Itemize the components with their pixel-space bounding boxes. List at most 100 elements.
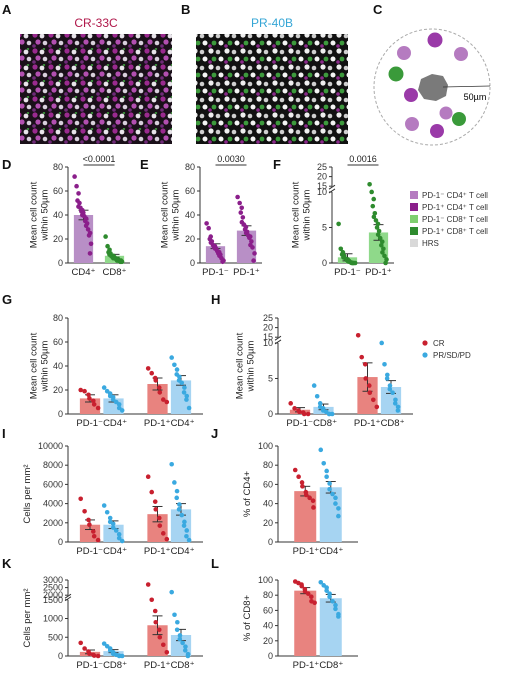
- bar: [294, 590, 317, 656]
- y-tick-label: 60: [185, 186, 195, 196]
- data-point: [382, 253, 387, 259]
- data-point: [119, 408, 125, 413]
- data-point: [383, 260, 388, 266]
- data-point: [252, 251, 257, 256]
- data-point: [182, 648, 188, 653]
- y-tick-label: 20: [317, 172, 327, 182]
- data-point: [87, 251, 93, 256]
- legend-label: CR: [433, 339, 445, 348]
- legend-swatch: [410, 203, 418, 211]
- data-point: [297, 409, 302, 415]
- data-point: [91, 529, 96, 534]
- y-tick-label: 25: [263, 313, 273, 323]
- data-point: [336, 506, 341, 511]
- data-point: [366, 383, 372, 388]
- data-point: [87, 396, 92, 401]
- hrs-cell-icon: [418, 74, 448, 101]
- data-point: [174, 627, 180, 633]
- data-point: [118, 259, 124, 265]
- data-point: [184, 397, 189, 402]
- data-point: [91, 402, 97, 407]
- y-tick-label: 40: [263, 499, 273, 509]
- data-point: [336, 614, 341, 619]
- data-point: [85, 227, 91, 232]
- data-point: [169, 461, 174, 467]
- data-point: [220, 259, 225, 265]
- y-tick-label: 20: [263, 323, 273, 333]
- data-point: [179, 380, 185, 386]
- data-point: [95, 653, 101, 659]
- data-point: [181, 523, 187, 528]
- data-point: [303, 492, 309, 498]
- y-tick-label: 0: [58, 651, 63, 661]
- y-axis-label: Mean cell count: [291, 181, 302, 248]
- data-point: [179, 512, 185, 518]
- y-tick-label: 1000: [43, 614, 63, 624]
- data-point: [176, 507, 182, 512]
- y-tick-label: 1500: [43, 595, 63, 605]
- data-point: [186, 537, 192, 543]
- data-point: [184, 528, 190, 533]
- p-value: 0.0030: [217, 154, 245, 164]
- data-point: [367, 390, 373, 395]
- data-point: [379, 242, 384, 248]
- legends: PD-1⁻ CD4⁺ T cell PD-1⁺ CD4⁺ T cell PD-1⁻ …: [410, 191, 488, 360]
- data-point: [164, 536, 170, 542]
- data-point: [160, 397, 166, 402]
- cell-cd4-neg-icon: [397, 46, 411, 60]
- legend-swatch: [410, 227, 418, 235]
- cell-cd4-neg-icon: [405, 117, 419, 131]
- x-tick-label: PD-1⁺CD8⁺: [144, 660, 195, 671]
- data-point: [333, 606, 338, 612]
- cell-cd4-pos-icon: [404, 88, 418, 102]
- data-point: [184, 393, 190, 399]
- chart-j: J 0 20 40 60 80 100 % of CD4+ PD-1⁺CD4⁺: [211, 426, 358, 557]
- data-point: [95, 405, 101, 411]
- data-point: [180, 640, 185, 646]
- bar: [319, 487, 342, 542]
- data-point: [374, 404, 380, 410]
- data-point: [329, 411, 335, 417]
- data-point: [377, 235, 383, 241]
- y-tick-label: 8000: [43, 460, 63, 470]
- data-point: [330, 598, 335, 604]
- data-point: [324, 474, 329, 480]
- radius-line: [442, 85, 491, 88]
- y-tick-label: 20: [53, 234, 63, 244]
- chart-d: D 0 20 40 60 80 Mean cell count within 50µm CD4⁺…: [2, 154, 130, 278]
- panel-letter-h: H: [211, 292, 220, 307]
- bar: [147, 384, 168, 414]
- y-axis-label: % of CD4+: [242, 470, 253, 517]
- panel-letter-c: C: [373, 2, 383, 17]
- y-tick-label: 0: [190, 258, 195, 268]
- data-point: [172, 612, 177, 618]
- p-value: 0.0016: [349, 154, 377, 164]
- data-point: [362, 361, 368, 367]
- data-point: [177, 636, 183, 642]
- data-point: [152, 608, 158, 614]
- data-point: [157, 634, 163, 640]
- data-point: [78, 387, 84, 393]
- y-axis-label: % of CD8+: [242, 594, 253, 641]
- data-point: [91, 653, 97, 658]
- y-tick-label: 15: [317, 181, 327, 191]
- y-axis-label: within 50µm: [40, 189, 51, 241]
- data-point: [321, 460, 327, 466]
- data-point: [379, 239, 385, 244]
- y-tick-label: 0: [322, 258, 327, 268]
- data-point: [247, 235, 252, 241]
- data-point: [184, 533, 189, 539]
- data-point: [327, 486, 332, 492]
- data-point: [299, 480, 305, 485]
- y-tick-label: 80: [263, 590, 273, 600]
- data-point: [384, 376, 390, 381]
- data-point: [333, 602, 338, 608]
- data-point: [156, 627, 162, 633]
- y-tick-label: 10: [263, 338, 273, 348]
- legend-label: HRS: [422, 239, 439, 248]
- data-point: [370, 203, 376, 209]
- cell-cd4-pos-icon: [427, 32, 443, 48]
